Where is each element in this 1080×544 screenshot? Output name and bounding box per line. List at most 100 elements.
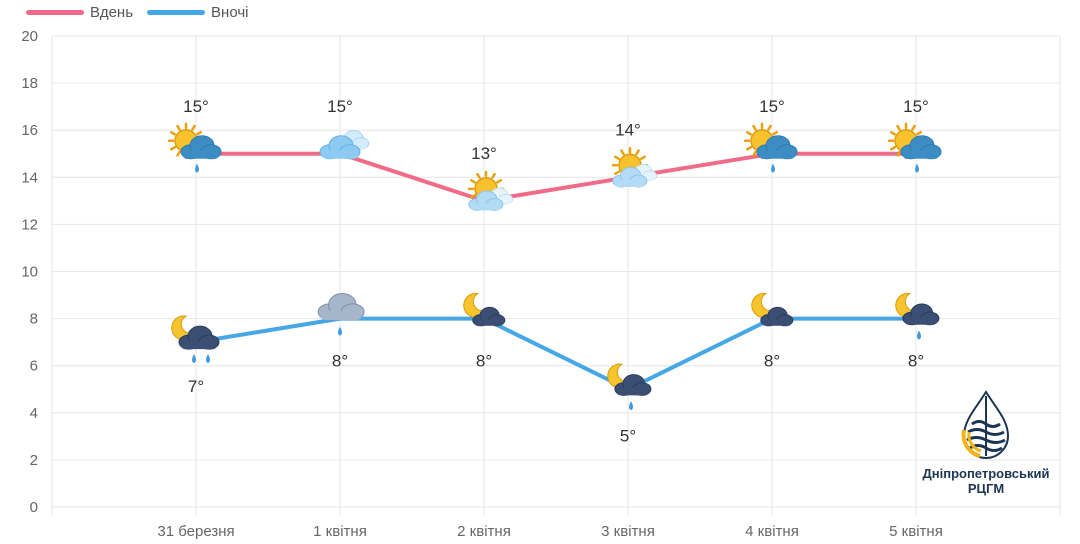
x-tick-label: 3 квітня [601,523,655,540]
cloud-part [322,150,358,159]
sun-ray [640,155,646,161]
cloud-part [759,150,795,159]
chart-legend: Вдень Вночі [26,4,248,21]
rain-drop [917,330,921,340]
moon-cloud-rain-icon [895,292,940,340]
cloud-part [614,180,646,187]
cloud-part [616,388,650,396]
rain-drop [629,401,633,411]
sun-ray [491,172,496,179]
y-tick-label: 6 [30,358,38,375]
sun-cloud-icon [611,147,658,188]
night-value-label: 8° [476,352,492,371]
rain-drop [195,163,199,173]
rain-drop [771,163,775,173]
sun-ray [746,146,752,151]
day-value-label: 15° [903,97,929,116]
sun-ray [620,149,625,156]
night-value-label: 8° [332,352,348,371]
night-value-label: 7° [188,377,204,396]
cloud-part [470,203,502,211]
sun-ray [476,172,481,179]
sun-ray [635,149,640,156]
sun-cloud-rain-icon [167,122,222,173]
moon-cloud-icon [751,292,794,327]
legend-label-day: Вдень [90,4,134,21]
sun-ray [896,124,901,131]
y-tick-label: 12 [21,216,38,233]
sun-cloud-rain-icon [887,122,942,173]
drop-logo-icon [961,390,1010,459]
sun-ray [890,131,896,136]
moon-cloud-icon [463,292,506,327]
cloud-part [762,319,792,326]
day-value-label: 14° [615,120,641,139]
night-value-label: 8° [908,352,924,371]
cloud-icon [319,130,370,160]
sun-ray [752,124,757,131]
sun-ray [767,124,772,131]
day-value-label: 15° [759,97,785,116]
sun-ray [614,155,620,161]
y-tick-label: 0 [30,499,38,516]
day-value-label: 15° [183,97,209,116]
sun-ray [176,150,181,157]
moon-cloud-heavy-rain-icon [171,315,220,364]
day-value-label: 15° [327,97,353,116]
cloud-part [474,319,504,326]
legend-swatch-day [26,10,84,15]
sun-ray [911,124,916,131]
grid [51,35,1061,515]
rain-drop [915,163,919,173]
y-tick-label: 18 [21,75,38,92]
cloud-part [903,150,939,159]
overcast-rain-icon [317,293,365,336]
cloud-part [183,150,219,159]
y-tick-label: 8 [30,311,38,328]
cloud-part [904,317,938,325]
sun-ray [170,131,176,136]
cloud-part [181,341,217,350]
sun-ray [196,131,202,136]
sun-ray [772,131,778,136]
sun-ray [614,170,620,176]
y-tick-label: 4 [30,405,38,422]
x-tick-label: 2 квітня [457,523,511,540]
sun-ray [496,179,502,184]
sun-ray [176,124,181,131]
logo-line-2: РЦГМ [967,481,1005,496]
y-tick-label: 14 [21,169,38,186]
day-value-label: 13° [471,144,497,163]
x-tick-label: 4 квітня [745,523,799,540]
night-value-label: 5° [620,426,636,445]
rain-drop [206,354,210,364]
legend-item-night[interactable]: Вночі [147,4,248,21]
x-tick-label: 31 березня [157,523,234,540]
sun-ray [470,179,476,184]
sun-ray [746,131,752,136]
sun-ray [890,146,896,151]
legend-swatch-night [147,10,206,15]
rain-drop [192,354,196,364]
organization-logo: Дніпропетровський РЦГМ [916,390,1056,496]
sun-ray [916,131,922,136]
night-series-line [194,316,918,392]
sun-ray [191,124,196,131]
sun-ray [470,194,476,199]
moon-cloud-rain-icon [607,363,652,411]
sun-cloud-rain-icon [743,122,798,173]
cloud-part [320,310,362,320]
night-value-label: 8° [764,352,780,371]
sun-cloud-icon [467,170,514,212]
y-tick-label: 2 [30,452,38,469]
sun-ray [752,150,757,157]
legend-label-night: Вночі [211,4,249,21]
legend-item-day[interactable]: Вдень [26,4,133,21]
sun-ray [170,146,176,151]
rain-drop [338,326,342,336]
y-tick-label: 16 [21,122,38,139]
sun-ray [896,150,901,157]
logo-line-1: Дніпропетровський [922,466,1050,481]
x-tick-label: 1 квітня [313,523,367,540]
